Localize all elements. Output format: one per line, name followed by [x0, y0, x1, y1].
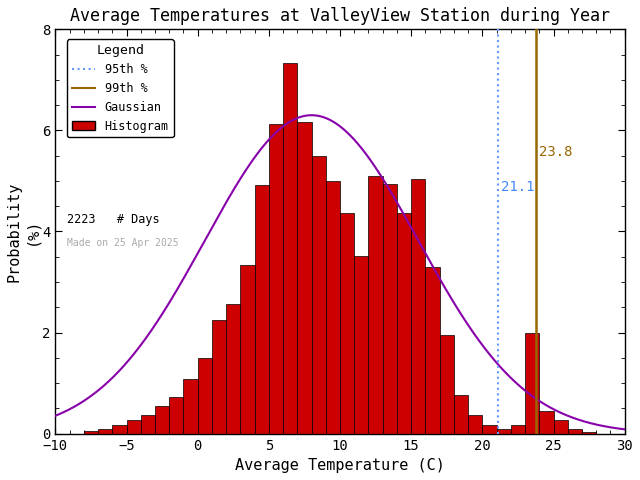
Bar [411, 179, 426, 433]
Bar [582, 432, 596, 433]
Legend: 95th %, 99th %, Gaussian, Histogram: 95th %, 99th %, Gaussian, Histogram [67, 39, 173, 137]
Text: 2223   # Days: 2223 # Days [67, 213, 159, 226]
Bar [554, 420, 568, 433]
Bar [383, 184, 397, 433]
Bar [568, 429, 582, 433]
Y-axis label: Probability
(%): Probability (%) [7, 181, 39, 282]
Bar [84, 431, 98, 433]
Bar [340, 213, 355, 433]
X-axis label: Average Temperature (C): Average Temperature (C) [235, 458, 445, 473]
Bar [255, 185, 269, 433]
Bar [226, 304, 241, 433]
Bar [241, 265, 255, 433]
Bar [397, 213, 411, 433]
Bar [326, 181, 340, 433]
Title: Average Temperatures at ValleyView Station during Year: Average Temperatures at ValleyView Stati… [70, 7, 610, 25]
Bar [454, 395, 468, 433]
Bar [497, 429, 511, 433]
Text: 23.8: 23.8 [540, 144, 573, 159]
Bar [312, 156, 326, 433]
Bar [540, 411, 554, 433]
Bar [283, 63, 298, 433]
Text: 21.1: 21.1 [501, 180, 534, 194]
Bar [468, 416, 483, 433]
Bar [169, 397, 184, 433]
Bar [269, 124, 283, 433]
Bar [112, 424, 127, 433]
Bar [483, 424, 497, 433]
Bar [525, 333, 540, 433]
Bar [141, 416, 155, 433]
Bar [184, 379, 198, 433]
Bar [155, 407, 169, 433]
Bar [212, 320, 226, 433]
Bar [198, 359, 212, 433]
Bar [426, 267, 440, 433]
Bar [127, 420, 141, 433]
Bar [511, 424, 525, 433]
Bar [440, 335, 454, 433]
Bar [98, 429, 112, 433]
Bar [355, 256, 369, 433]
Bar [298, 122, 312, 433]
Text: Made on 25 Apr 2025: Made on 25 Apr 2025 [67, 238, 179, 248]
Bar [369, 176, 383, 433]
